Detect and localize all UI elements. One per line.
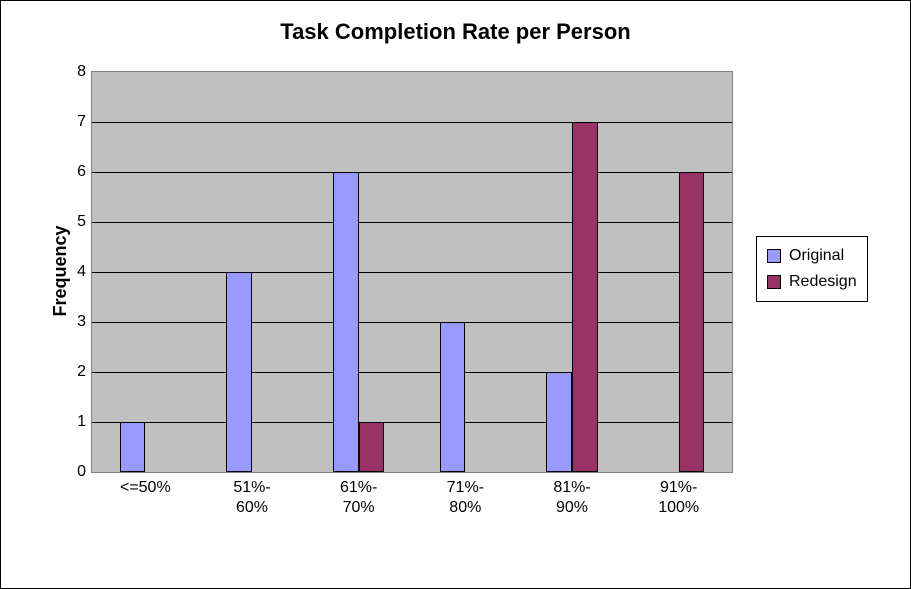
bar [440, 322, 466, 472]
legend-swatch [767, 249, 781, 263]
y-tick-label: 2 [77, 363, 86, 381]
grid-line [92, 422, 732, 423]
x-tick-label: 61%- 70% [340, 478, 377, 518]
legend-swatch [767, 275, 781, 289]
bar [333, 172, 359, 472]
x-tick-label: 91%- 100% [658, 478, 699, 518]
x-tick-label: <=50% [120, 478, 171, 498]
bar [359, 422, 385, 472]
y-tick-label: 5 [77, 213, 86, 231]
legend-label: Redesign [789, 273, 857, 291]
y-tick-label: 7 [77, 113, 86, 131]
y-tick-label: 1 [77, 413, 86, 431]
x-tick-label: 71%- 80% [447, 478, 484, 518]
grid-line [92, 172, 732, 173]
chart-container: Task Completion Rate per Person Frequenc… [0, 0, 911, 589]
legend-item: Redesign [767, 269, 857, 295]
y-axis-label: Frequency [50, 225, 71, 316]
grid-line [92, 272, 732, 273]
legend: Original Redesign [756, 236, 868, 302]
bar [546, 372, 572, 472]
y-tick-label: 3 [77, 313, 86, 331]
bar [679, 172, 705, 472]
y-tick-label: 8 [77, 63, 86, 81]
x-tick-label: 81%- 90% [553, 478, 590, 518]
y-tick-label: 4 [77, 263, 86, 281]
grid-line [92, 222, 732, 223]
legend-item: Original [767, 243, 857, 269]
legend-label: Original [789, 247, 844, 265]
x-tick-label: 51%- 60% [233, 478, 270, 518]
grid-line [92, 322, 732, 323]
bar [120, 422, 146, 472]
bar [572, 122, 598, 472]
bar [226, 272, 252, 472]
y-tick-label: 6 [77, 163, 86, 181]
y-tick-label: 0 [77, 463, 86, 481]
grid-line [92, 372, 732, 373]
plot-area: 012345678<=50%51%- 60%61%- 70%71%- 80%81… [91, 71, 733, 473]
chart-title: Task Completion Rate per Person [1, 19, 910, 45]
grid-line [92, 122, 732, 123]
